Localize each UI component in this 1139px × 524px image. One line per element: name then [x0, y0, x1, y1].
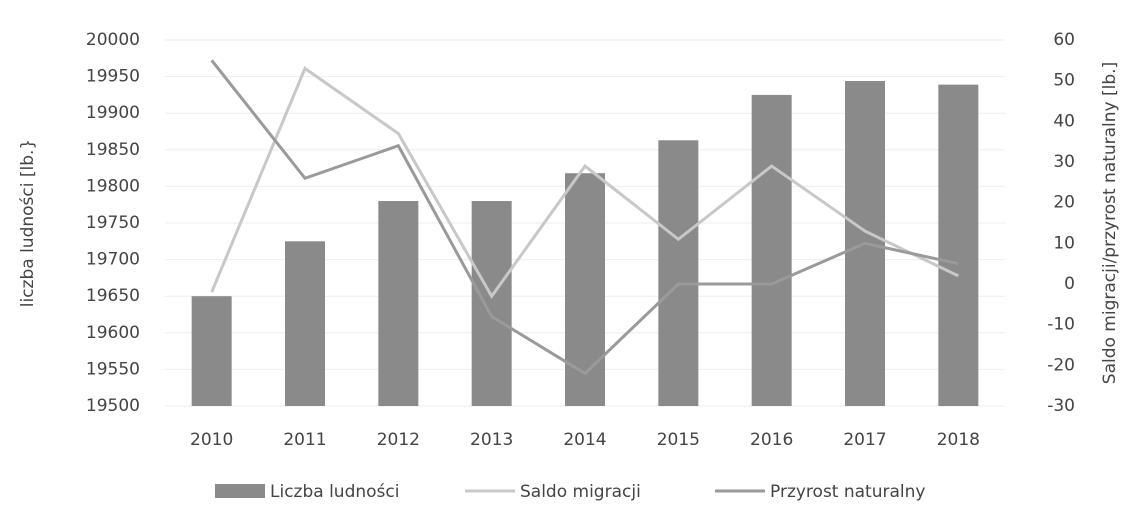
bar: [938, 84, 979, 406]
x-tick-label: 2015: [657, 430, 700, 450]
y-tick-label: 19650: [86, 286, 140, 306]
y2-tick-label: 20: [1053, 193, 1075, 213]
y2-tick-label: -10: [1047, 315, 1075, 335]
y-tick-label: 19600: [86, 323, 140, 343]
y2-tick-label: 40: [1053, 111, 1075, 131]
y-tick-label: 19750: [86, 213, 140, 233]
bar: [565, 173, 605, 406]
y2-tick-label: -30: [1047, 396, 1075, 416]
legend-label: Saldo migracji: [520, 482, 641, 502]
y2-tick-label: 30: [1053, 152, 1075, 172]
y-tick-label: 19850: [86, 140, 140, 160]
x-tick-label: 2010: [190, 430, 233, 450]
x-tick-label: 2017: [843, 430, 886, 450]
line: [210, 59, 959, 376]
x-tick-label: 2016: [750, 430, 793, 450]
y-tick-label: 19500: [86, 396, 140, 416]
y2-tick-label: 60: [1053, 30, 1075, 50]
y-tick-label: 19950: [86, 67, 140, 87]
y-tick-label: 20000: [86, 30, 140, 50]
y2-tick-label: 50: [1053, 71, 1075, 91]
x-tick-label: 2012: [377, 430, 420, 450]
bar: [471, 201, 512, 406]
y-tick-label: 19700: [86, 250, 140, 270]
y2-tick-label: 10: [1053, 233, 1075, 253]
x-tick-label: 2014: [563, 430, 606, 450]
y2-tick-label: 0: [1064, 274, 1075, 294]
y2-tick-label: -20: [1047, 355, 1075, 375]
bar: [285, 241, 325, 406]
bar: [751, 94, 792, 407]
y-axis-label: liczba ludności [lb.}: [18, 139, 38, 308]
bar: [191, 296, 232, 406]
bar: [658, 140, 699, 406]
bar: [378, 201, 419, 406]
x-tick-label: 2011: [283, 430, 326, 450]
y-tick-label: 19900: [86, 103, 140, 123]
legend-swatch: [215, 484, 265, 498]
line: [210, 66, 959, 299]
y-tick-label: 19800: [86, 176, 140, 196]
x-tick-label: 2013: [470, 430, 513, 450]
y2-axis-label: Saldo migracji/przyrost naturalny [lb.]: [1100, 62, 1120, 384]
y-tick-label: 19550: [86, 359, 140, 379]
legend-label: Przyrost naturalny: [770, 482, 925, 502]
legend-label: Liczba ludności: [270, 482, 399, 502]
x-tick-label: 2018: [937, 430, 980, 450]
